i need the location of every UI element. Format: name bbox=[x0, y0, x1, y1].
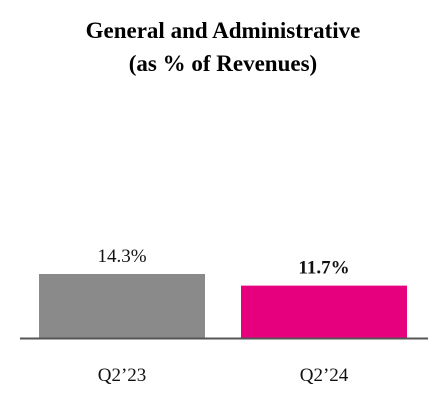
bar-1 bbox=[241, 285, 407, 338]
bar-0 bbox=[39, 274, 205, 338]
x-tick-label-1: Q2’24 bbox=[300, 365, 349, 386]
chart-title-line-1: General and Administrative bbox=[85, 18, 361, 43]
bar-value-label-1: 11.7% bbox=[298, 258, 349, 279]
chart-title: General and Administrative (as % of Reve… bbox=[0, 14, 446, 80]
x-tick-label-0: Q2’23 bbox=[98, 365, 147, 386]
bar-value-label-0: 14.3% bbox=[97, 246, 146, 267]
chart-title-line-2: (as % of Revenues) bbox=[128, 51, 318, 76]
